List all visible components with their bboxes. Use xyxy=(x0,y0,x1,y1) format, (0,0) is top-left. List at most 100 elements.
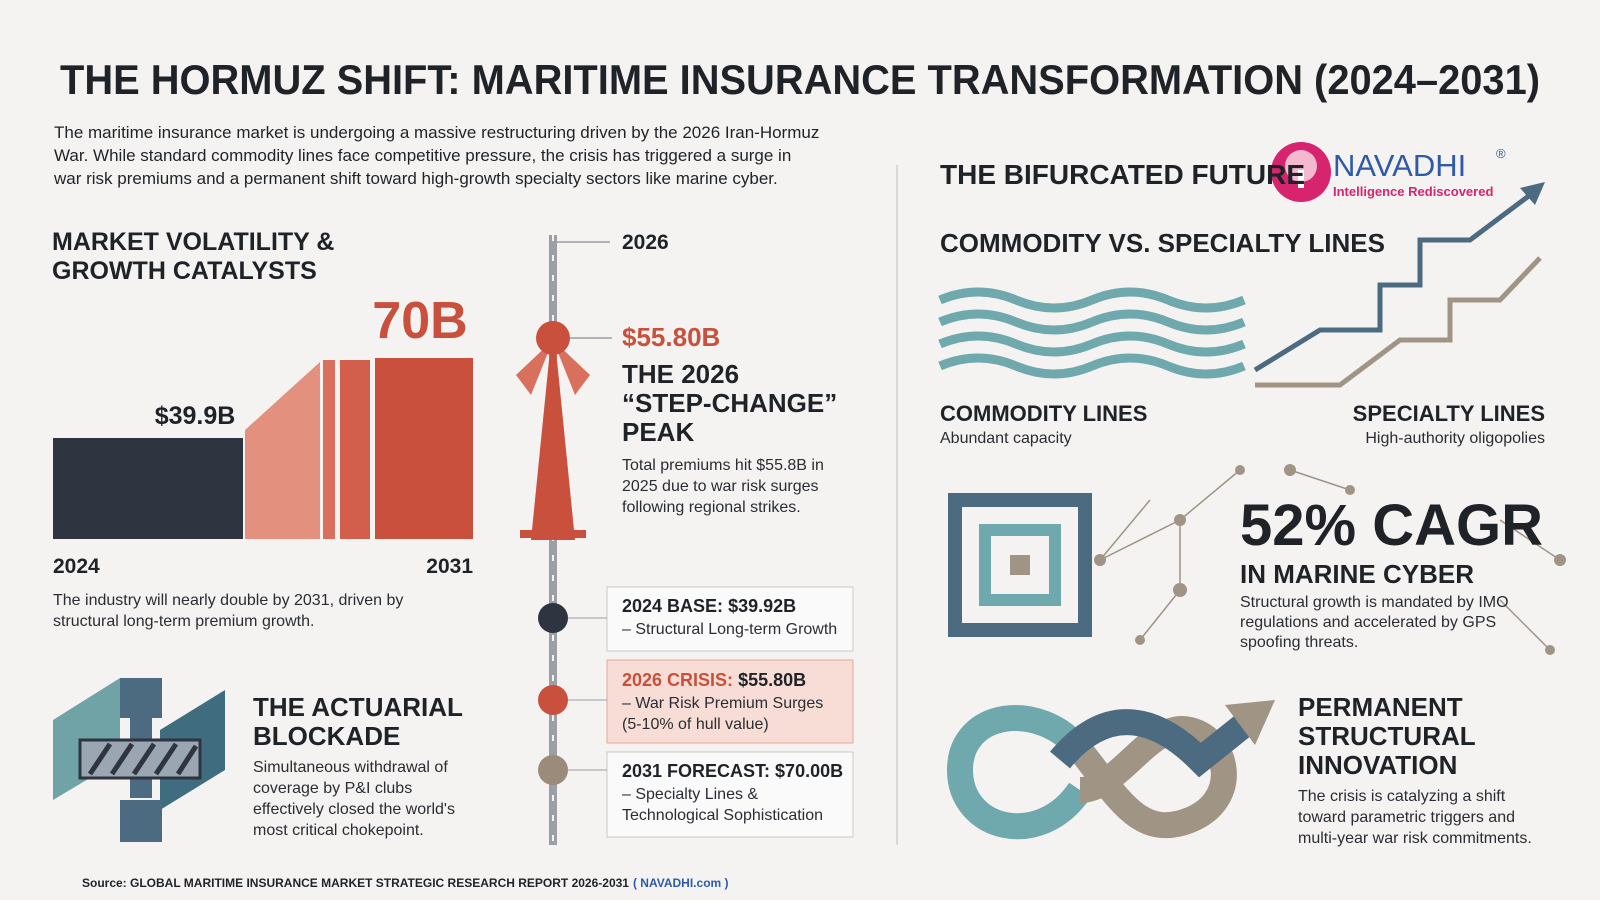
cyber-graphic-part-part xyxy=(1094,554,1106,566)
body-line: The crisis is catalyzing a shift xyxy=(1298,788,1506,805)
logo-mark xyxy=(1271,142,1331,202)
growth-graphic xyxy=(53,358,473,539)
milestone-value: $39.92B xyxy=(728,596,796,616)
milestone-title: 2024 BASE: $39.92B xyxy=(622,596,796,616)
cyber-headline: 52% CAGR xyxy=(1240,493,1543,558)
lines-graphic xyxy=(938,182,1545,388)
innovation-graphic-part xyxy=(1050,709,1259,778)
section-heading: COMMODITY VS. SPECIALTY LINES xyxy=(940,228,1385,258)
timeline-axis-part xyxy=(606,751,854,838)
milestone-value: $70.00B xyxy=(775,761,843,781)
section-heading: STRUCTURAL xyxy=(1298,721,1476,751)
lines-graphic-part xyxy=(1520,182,1545,205)
logo-name: NAVADHI xyxy=(1333,148,1466,183)
logo-tagline: Intelligence Rediscovered xyxy=(1333,184,1493,199)
peak-heading: THE 2026 xyxy=(622,359,739,389)
innovation-graphic-part xyxy=(1069,716,1237,839)
milestone-line: Technological Sophistication xyxy=(622,807,823,824)
commodity-title: COMMODITY LINES xyxy=(940,401,1147,426)
blockade-icon xyxy=(53,678,225,842)
timeline-axis-part xyxy=(538,603,568,633)
cyber-graphic-part-part xyxy=(1289,469,1351,491)
start-year: 2024 xyxy=(53,555,100,578)
milestone-line: (5-10% of hull value) xyxy=(622,716,769,733)
peak-heading: PEAK xyxy=(622,417,694,447)
start-value: $39.9B xyxy=(155,402,236,430)
milestone-title: 2026 CRISIS: $55.80B xyxy=(622,670,806,690)
blockade-icon-part xyxy=(87,742,199,776)
cyber-graphic-part-part xyxy=(1235,465,1245,475)
peak-heading: “STEP-CHANGE” xyxy=(622,388,837,418)
end-value: 70B xyxy=(372,292,467,350)
cyber-graphic-part-part xyxy=(1545,645,1555,655)
source-text: Source: GLOBAL MARITIME INSURANCE MARKET… xyxy=(82,876,629,890)
cyber-graphic xyxy=(948,464,1566,655)
milestone-label: 2031 FORECAST: xyxy=(622,761,770,781)
section-heading: PERMANENT xyxy=(1298,692,1463,722)
body-line: effectively closed the world's xyxy=(253,801,455,818)
blockade-icon-part xyxy=(120,800,162,842)
specialty-text: High-authority oligopolies xyxy=(1365,430,1545,447)
milestone-line: – War Risk Premium Surges xyxy=(622,695,823,712)
milestone-line: – Structural Long-term Growth xyxy=(622,621,837,638)
section-heading: GROWTH CATALYSTS xyxy=(52,257,317,285)
innovation-graphic xyxy=(946,700,1275,840)
body-line: most critical chokepoint. xyxy=(253,822,424,839)
logo-mark-part xyxy=(1285,150,1317,182)
cyber-subheading: IN MARINE CYBER xyxy=(1240,559,1474,589)
body-line: Structural growth is mandated by IMO xyxy=(1240,594,1509,611)
timeline-axis-part xyxy=(606,659,854,744)
section-heading: BLOCKADE xyxy=(253,721,400,751)
growth-graphic-part xyxy=(375,358,473,539)
milestone-label: 2024 BASE: xyxy=(622,596,723,616)
timeline-axis-part xyxy=(606,586,854,652)
cyber-graphic-part-part xyxy=(1499,599,1551,651)
timeline-year: 2026 xyxy=(622,231,669,254)
body-line: Total premiums hit $55.8B in xyxy=(622,457,824,474)
innovation-graphic-part xyxy=(946,705,1091,840)
peak-value: $55.80B xyxy=(622,322,720,352)
intro-line: war risk premiums and a permanent shift … xyxy=(53,169,778,188)
timeline-axis-part xyxy=(516,340,553,395)
end-year: 2031 xyxy=(426,555,473,578)
cyber-graphic-part-part xyxy=(1174,514,1186,526)
section-heading: INNOVATION xyxy=(1298,750,1457,780)
cyber-graphic-part xyxy=(979,524,1061,606)
specialty-title: SPECIALTY LINES xyxy=(1353,401,1545,426)
body-line: coverage by P&I clubs xyxy=(253,780,412,797)
source-link: ( NAVADHI.com ) xyxy=(633,876,729,890)
body-line: Simultaneous withdrawal of xyxy=(253,759,448,776)
lines-graphic-part xyxy=(938,331,1246,357)
note-line: structural long-term premium growth. xyxy=(53,613,314,630)
milestone-value: $55.80B xyxy=(738,670,806,690)
note-line: The industry will nearly double by 2031,… xyxy=(53,592,403,609)
body-line: 2025 due to war risk surges xyxy=(622,478,819,495)
section-heading: MARKET VOLATILITY & xyxy=(52,228,334,256)
timeline-axis-part xyxy=(538,685,568,715)
body-line: multi-year war risk commitments. xyxy=(1298,830,1532,847)
title: THE HORMUZ SHIFT: MARITIME INSURANCE TRA… xyxy=(60,56,1540,103)
lines-graphic-part xyxy=(1253,193,1532,373)
milestone-label: 2026 CRISIS: xyxy=(622,670,733,690)
timeline-axis xyxy=(516,235,854,845)
cyber-graphic-part-part xyxy=(1139,589,1181,641)
body-line: spoofing threats. xyxy=(1240,634,1358,651)
cyber-graphic-part-part xyxy=(1173,583,1187,597)
cyber-graphic-part-part xyxy=(1554,554,1566,566)
growth-graphic-part xyxy=(53,438,243,539)
section-heading: THE BIFURCATED FUTURE xyxy=(940,159,1305,190)
commodity-text: Abundant capacity xyxy=(940,430,1072,447)
milestone-title: 2031 FORECAST: $70.00B xyxy=(622,761,843,781)
intro-line: War. While standard commodity lines face… xyxy=(54,146,791,165)
body-line: toward parametric triggers and xyxy=(1298,809,1515,826)
timeline-axis-part xyxy=(538,755,568,785)
growth-graphic-part xyxy=(323,360,335,539)
cyber-graphic-part-part xyxy=(1099,519,1181,561)
lines-graphic-part xyxy=(938,287,1246,313)
milestone-line: – Specialty Lines & xyxy=(622,786,758,803)
cyber-graphic-part xyxy=(1094,464,1566,655)
source: Source: GLOBAL MARITIME INSURANCE MARKET… xyxy=(82,876,729,890)
growth-graphic-part xyxy=(340,360,370,539)
